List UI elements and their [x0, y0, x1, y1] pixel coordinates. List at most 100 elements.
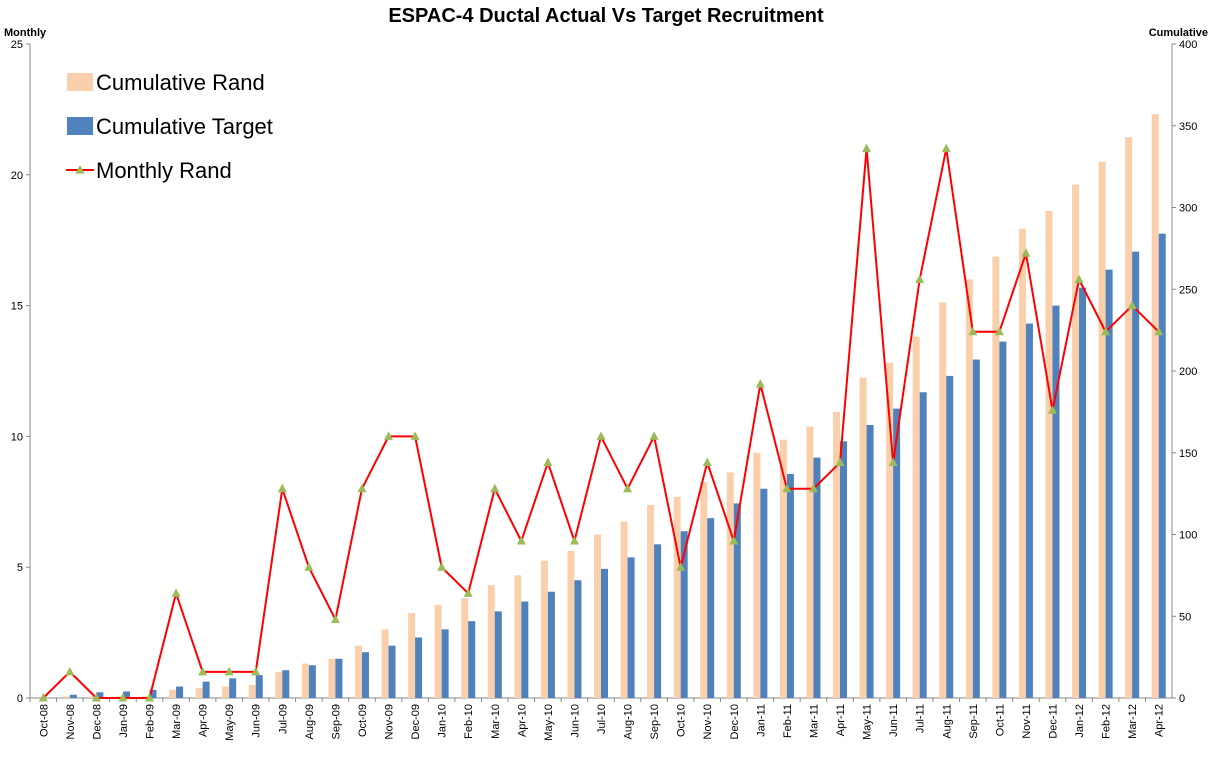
bar	[813, 457, 821, 698]
x-tick-label: Jul-09	[277, 704, 289, 734]
x-tick-label: Jun-11	[888, 704, 900, 737]
bar	[840, 441, 848, 698]
bar	[487, 585, 495, 698]
marker	[888, 457, 898, 467]
x-tick-label: Sep-11	[968, 704, 980, 739]
marker	[516, 536, 526, 545]
bar	[408, 612, 416, 698]
x-tick-label: Feb-11	[782, 704, 794, 738]
bar	[176, 686, 184, 698]
y2-tick-label: 350	[1179, 121, 1197, 133]
legend-swatch	[67, 73, 93, 91]
y2-tick-label: 0	[1179, 693, 1185, 705]
marker	[1021, 248, 1031, 257]
marker	[808, 483, 818, 493]
bar	[594, 534, 601, 698]
x-tick-label: Apr-10	[516, 704, 528, 737]
x-tick-label: Dec-09	[410, 704, 422, 739]
marker	[1154, 326, 1164, 336]
bar	[361, 652, 369, 698]
marker	[623, 483, 633, 493]
legend-label: Cumulative Target	[96, 114, 273, 139]
bar	[601, 568, 608, 698]
y2-axis-title: Cumulative	[1149, 27, 1208, 39]
y-tick-label: 5	[17, 562, 23, 574]
bar	[859, 377, 867, 698]
bar	[62, 696, 70, 698]
bar	[461, 598, 469, 698]
y2-tick-label: 50	[1179, 611, 1191, 623]
bar	[833, 411, 841, 698]
x-tick-label: Jul-11	[915, 704, 927, 733]
bar	[700, 482, 708, 698]
x-tick-label: Mar-12	[1127, 704, 1139, 739]
x-tick-label: Apr-12	[1154, 704, 1166, 737]
bar	[69, 694, 77, 698]
bar	[248, 684, 256, 698]
marker	[490, 483, 500, 493]
legend-label: Cumulative Rand	[96, 70, 265, 95]
bar	[1125, 137, 1133, 698]
x-tick-label: Jan-12	[1074, 704, 1086, 738]
bar	[965, 279, 973, 698]
x-tick-label: Jan-09	[118, 704, 130, 738]
y2-tick-label: 150	[1179, 448, 1197, 460]
bar	[202, 681, 210, 698]
bar	[434, 604, 442, 698]
bar	[415, 637, 423, 698]
bar	[1132, 251, 1140, 698]
x-tick-label: Jun-10	[569, 704, 581, 738]
marker	[198, 666, 208, 676]
marker	[1047, 405, 1057, 414]
marker	[171, 588, 181, 597]
marker	[862, 143, 872, 153]
bar	[328, 658, 336, 698]
bar	[620, 521, 628, 698]
x-tick-label: Dec-08	[91, 704, 103, 739]
x-tick-label: Nov-08	[65, 704, 77, 739]
bar	[919, 392, 927, 698]
marker	[145, 693, 155, 702]
bar	[806, 426, 814, 698]
x-tick-label: Dec-10	[729, 704, 741, 739]
marker	[941, 143, 951, 153]
marker	[357, 483, 367, 493]
x-tick-label: Sep-09	[330, 704, 342, 739]
bar	[726, 472, 734, 698]
marker	[277, 483, 287, 493]
x-tick-label: Feb-09	[145, 704, 157, 739]
bar	[779, 439, 787, 698]
bar	[96, 692, 104, 698]
bar	[149, 689, 157, 698]
marker	[91, 693, 101, 702]
x-tick-label: Nov-10	[702, 704, 714, 739]
bar	[912, 336, 920, 698]
bar	[946, 375, 954, 698]
bar	[893, 408, 901, 698]
x-tick-label: Dec-11	[1047, 704, 1059, 739]
bar	[494, 611, 502, 698]
bar	[229, 678, 237, 698]
marker	[1074, 274, 1084, 283]
x-tick-label: Jun-09	[251, 704, 263, 738]
x-tick-label: Sep-10	[649, 704, 661, 739]
x-tick-label: May-11	[862, 704, 874, 740]
bar	[301, 663, 309, 698]
bar	[381, 629, 389, 698]
bar	[441, 629, 449, 698]
bar	[654, 544, 662, 698]
bar	[1025, 323, 1033, 698]
marker	[1127, 300, 1137, 310]
marker	[65, 666, 75, 676]
marker	[569, 536, 579, 545]
y2-tick-label: 200	[1179, 366, 1197, 378]
bar	[195, 688, 203, 698]
y-tick-label: 10	[11, 431, 23, 443]
bar	[169, 689, 177, 698]
bar	[760, 488, 768, 698]
marker	[702, 457, 712, 467]
bar	[222, 686, 230, 698]
y-tick-label: 0	[17, 693, 23, 705]
marker	[835, 457, 845, 467]
x-tick-label: Oct-09	[357, 704, 369, 737]
